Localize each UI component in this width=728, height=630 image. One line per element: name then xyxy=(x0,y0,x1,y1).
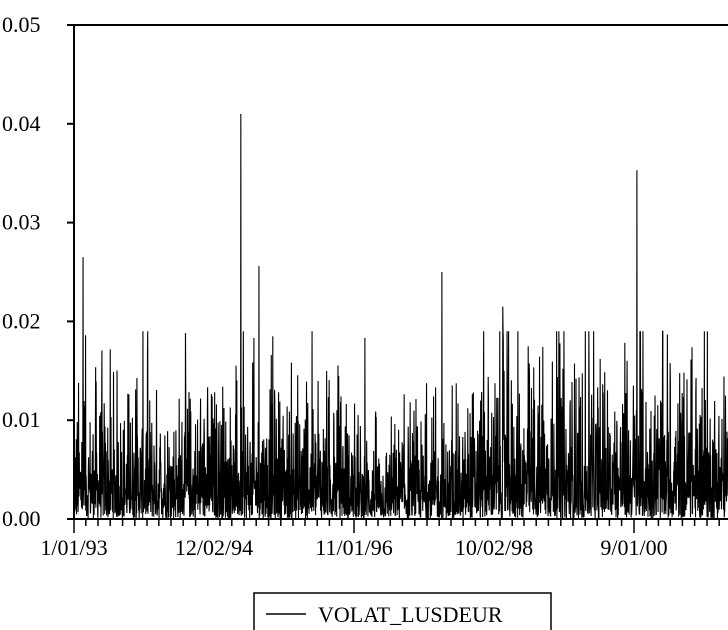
legend-label: VOLAT_LUSDEUR xyxy=(318,602,503,627)
x-tick-label: 12/02/94 xyxy=(175,535,253,560)
y-tick-label: 0.00 xyxy=(2,506,41,531)
y-tick-label: 0.01 xyxy=(2,407,41,432)
legend-box xyxy=(253,592,552,630)
y-tick-label: 0.05 xyxy=(2,12,41,37)
x-axis-ticks: 1/01/93 12/02/94 11/01/96 10/02/98 9/01/00 xyxy=(40,519,720,560)
x-tick-label: 10/02/98 xyxy=(455,535,533,560)
x-tick-label: 9/01/00 xyxy=(600,535,667,560)
y-tick-label: 0.04 xyxy=(2,111,41,136)
y-axis-ticks: 0.00 0.01 0.02 0.03 0.04 0.05 xyxy=(2,12,74,531)
volat-lusdeur-series-line xyxy=(73,113,728,520)
legend: VOLAT_LUSDEUR xyxy=(253,592,552,630)
plot-frame xyxy=(73,24,728,520)
y-tick-label: 0.03 xyxy=(2,210,41,235)
x-tick-label: 1/01/93 xyxy=(40,535,107,560)
x-tick-label: 11/01/96 xyxy=(315,535,392,560)
y-tick-label: 0.02 xyxy=(2,308,41,333)
